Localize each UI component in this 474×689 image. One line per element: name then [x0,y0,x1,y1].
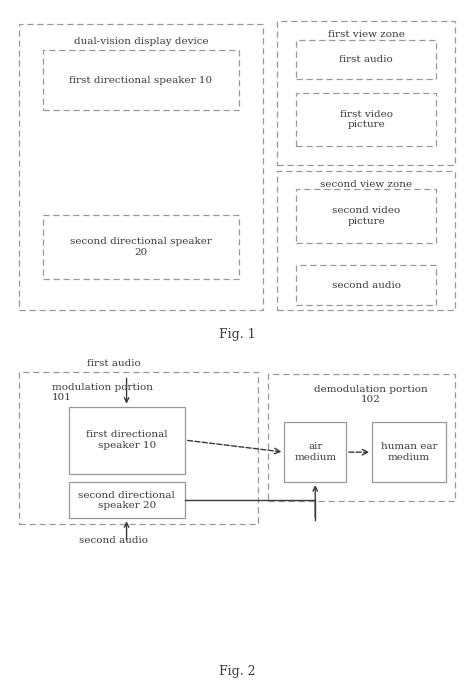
Text: dual-vision display device: dual-vision display device [73,37,209,46]
Text: first audio: first audio [87,359,141,368]
Text: modulation portion
101: modulation portion 101 [52,383,153,402]
Text: demodulation portion
102: demodulation portion 102 [314,384,428,404]
Text: second video
picture: second video picture [332,207,400,226]
Bar [296,265,436,305]
Text: air
medium: air medium [294,442,336,462]
Text: second view zone: second view zone [320,180,412,189]
Bar [284,422,346,482]
Text: Fig. 2: Fig. 2 [219,666,255,678]
Bar [372,422,446,482]
Text: first directional
speaker 10: first directional speaker 10 [86,431,168,450]
Text: first video
picture: first video picture [340,110,392,130]
Text: second directional
speaker 20: second directional speaker 20 [78,491,175,510]
Bar [69,482,185,518]
Text: second audio: second audio [79,536,148,546]
Bar [296,93,436,147]
Text: Fig. 1: Fig. 1 [219,328,255,340]
Bar [268,373,455,502]
Text: second audio: second audio [332,280,401,289]
Text: human ear
medium: human ear medium [381,442,437,462]
Bar [69,407,185,474]
Bar [43,50,239,110]
Bar [296,40,436,79]
Bar [43,215,239,279]
Bar [277,171,455,310]
Text: first view zone: first view zone [328,30,405,39]
Text: first directional speaker 10: first directional speaker 10 [70,76,212,85]
Bar [277,21,455,165]
Text: second directional speaker
20: second directional speaker 20 [70,238,212,257]
Bar [19,372,258,524]
Bar [296,189,436,243]
Bar [19,24,263,310]
Text: first audio: first audio [339,55,393,64]
